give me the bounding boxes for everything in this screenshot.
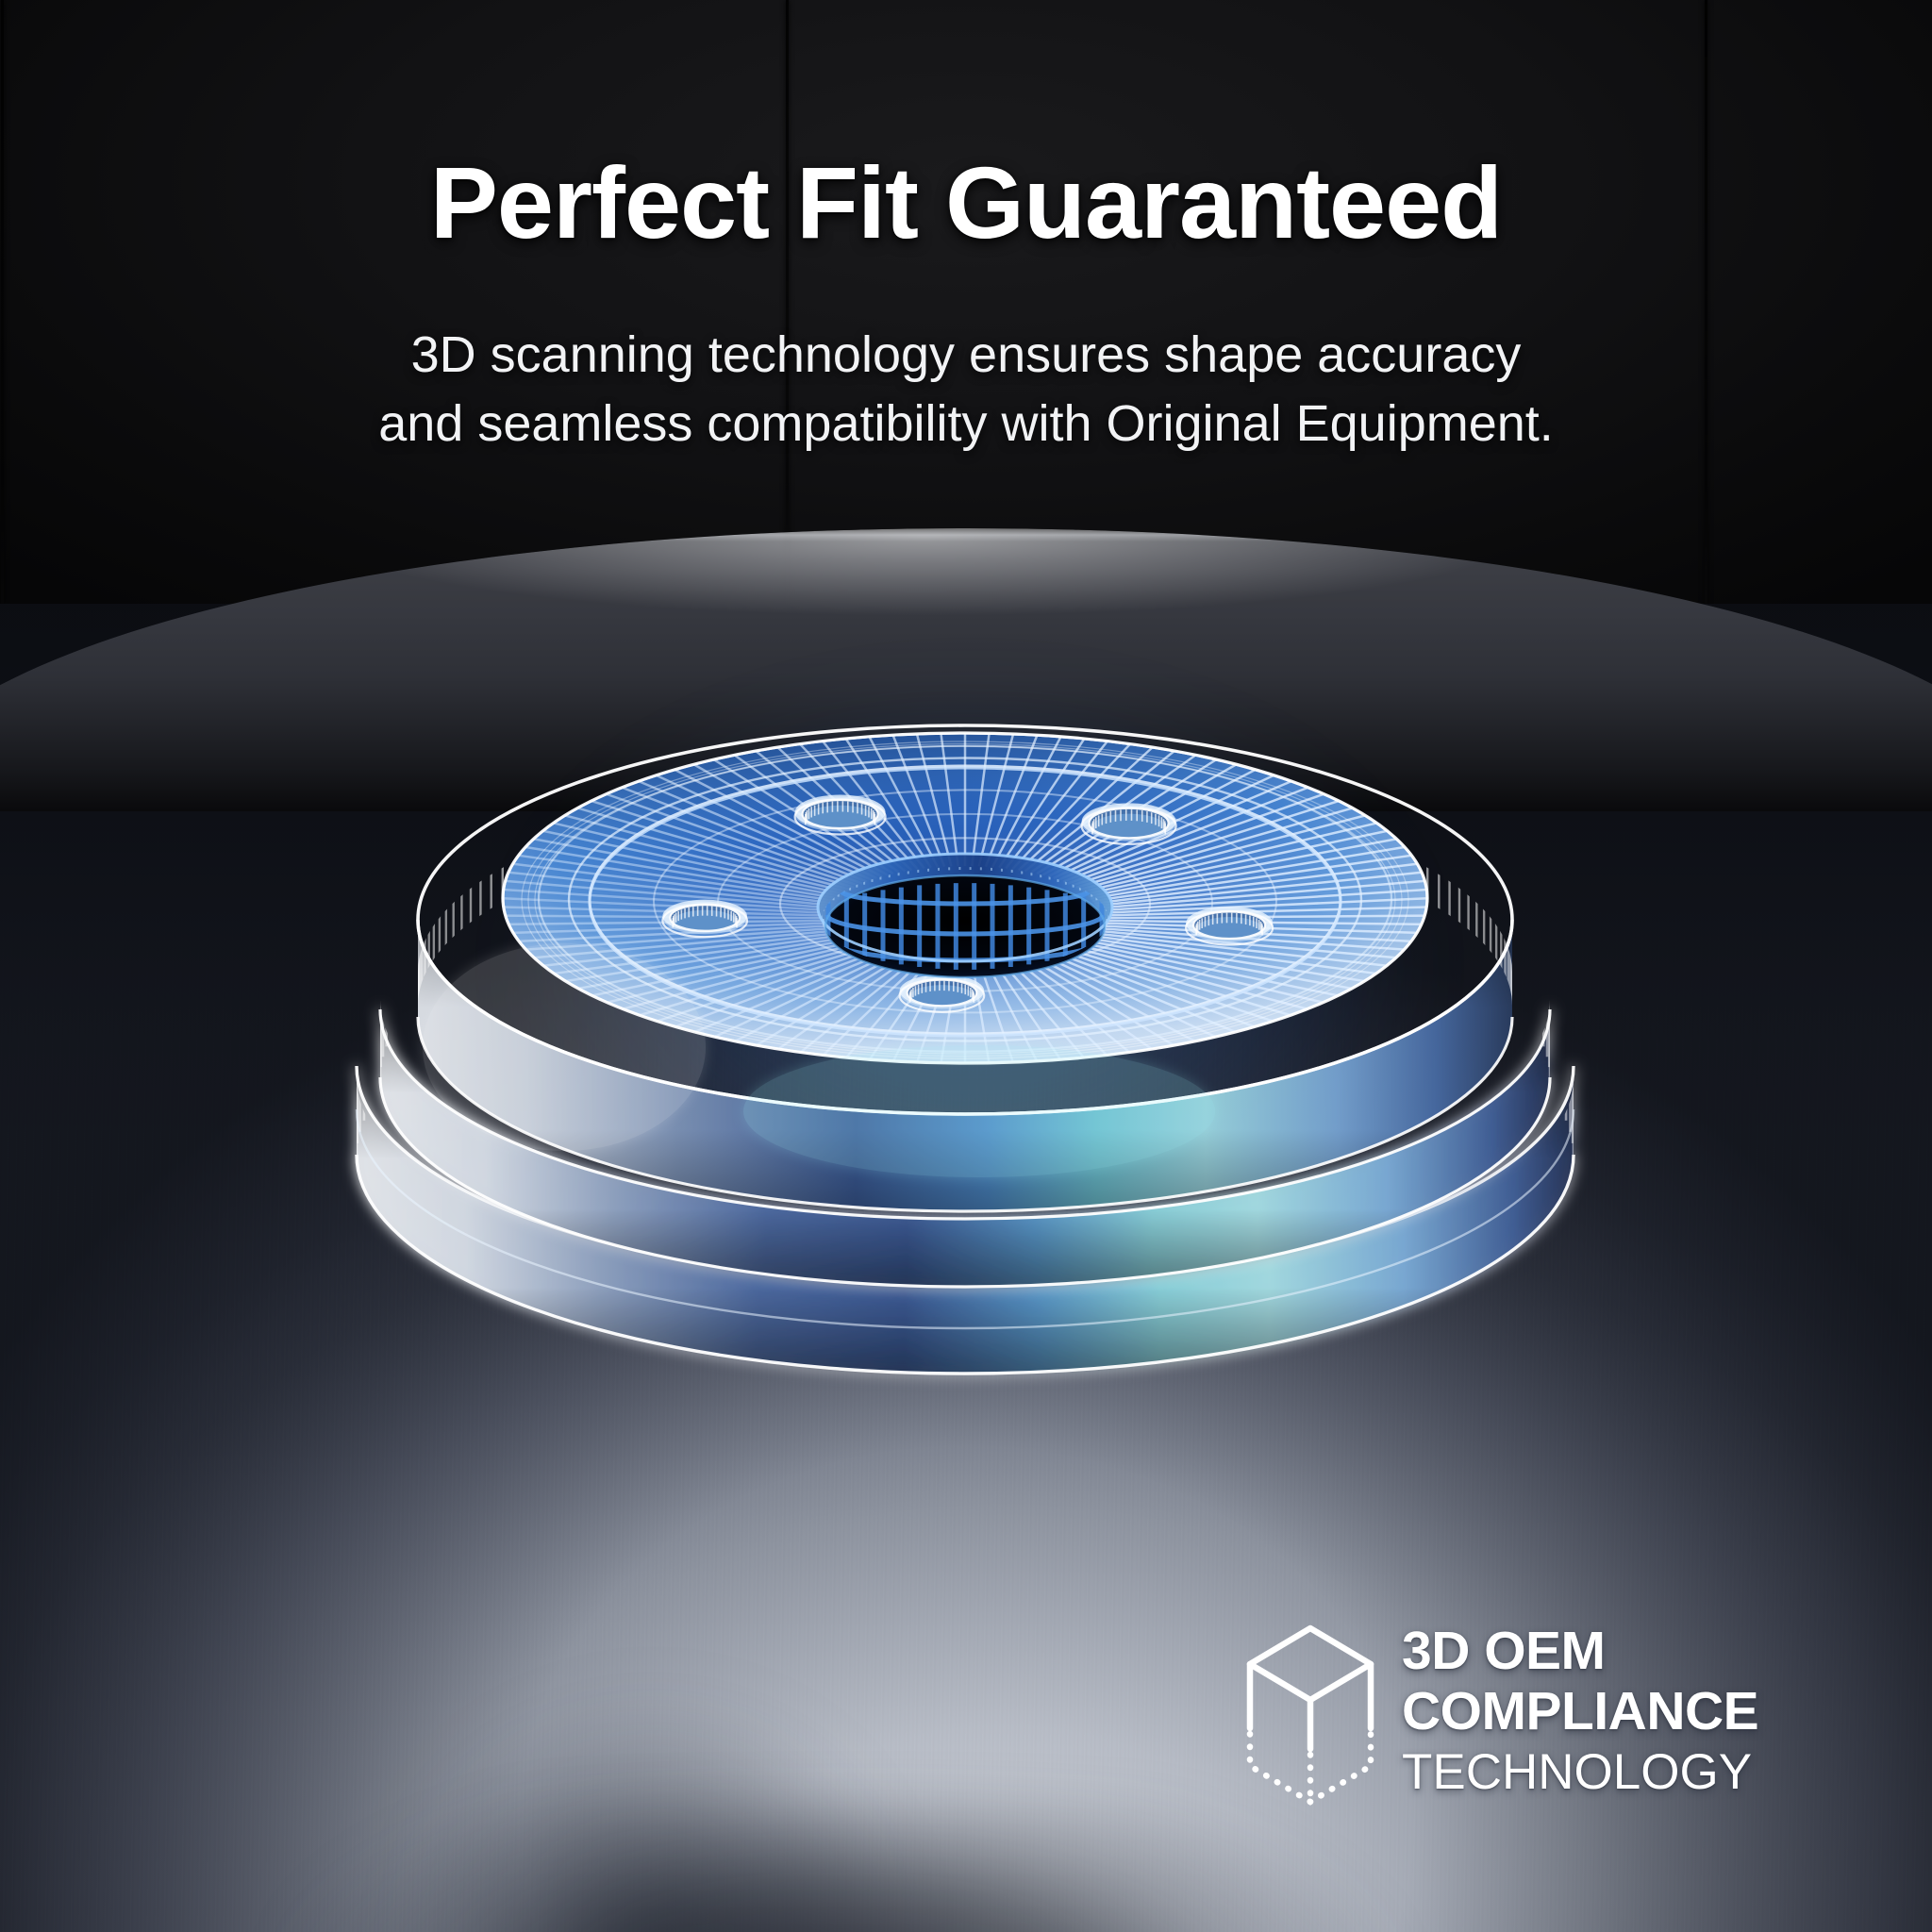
- compliance-badge: 3D OEM COMPLIANCE TECHNOLOGY: [1243, 1621, 1759, 1807]
- lug-hole: [1080, 803, 1177, 845]
- lug-hole: [898, 974, 986, 1013]
- lug-hole: [661, 899, 749, 939]
- badge-line-1: 3D OEM: [1402, 1621, 1606, 1681]
- drum-lug-holes: [661, 794, 1274, 1013]
- background-wall: [0, 0, 1932, 604]
- drum-cyan-specular: [743, 1045, 1215, 1177]
- lug-hole: [1185, 906, 1274, 946]
- subtitle-line-1: 3D scanning technology ensures shape acc…: [410, 326, 1522, 383]
- badge-line-2: COMPLIANCE: [1402, 1681, 1759, 1741]
- drum-wireframe-svg: [355, 724, 1575, 1375]
- badge-text: 3D OEM COMPLIANCE TECHNOLOGY: [1402, 1621, 1759, 1800]
- wireframe-cube-icon: [1246, 1624, 1374, 1806]
- drum-center-bore: [816, 852, 1114, 979]
- wall-seam-left: [1, 0, 4, 604]
- subtitle-line-2: and seamless compatibility with Original…: [378, 395, 1554, 453]
- page-title: Perfect Fit Guaranteed: [429, 145, 1503, 259]
- brake-drum-wireframe-model: [253, 651, 1677, 1375]
- drum-contact-shadow: [283, 1802, 1396, 1932]
- drum-white-specular: [423, 943, 706, 1151]
- wall-seam-right: [1705, 0, 1707, 604]
- badge-line-3: TECHNOLOGY: [1402, 1743, 1753, 1800]
- page-subtitle: 3D scanning technology ensures shape acc…: [0, 321, 1932, 459]
- wall-seam-center: [786, 0, 789, 604]
- lug-hole: [793, 794, 887, 836]
